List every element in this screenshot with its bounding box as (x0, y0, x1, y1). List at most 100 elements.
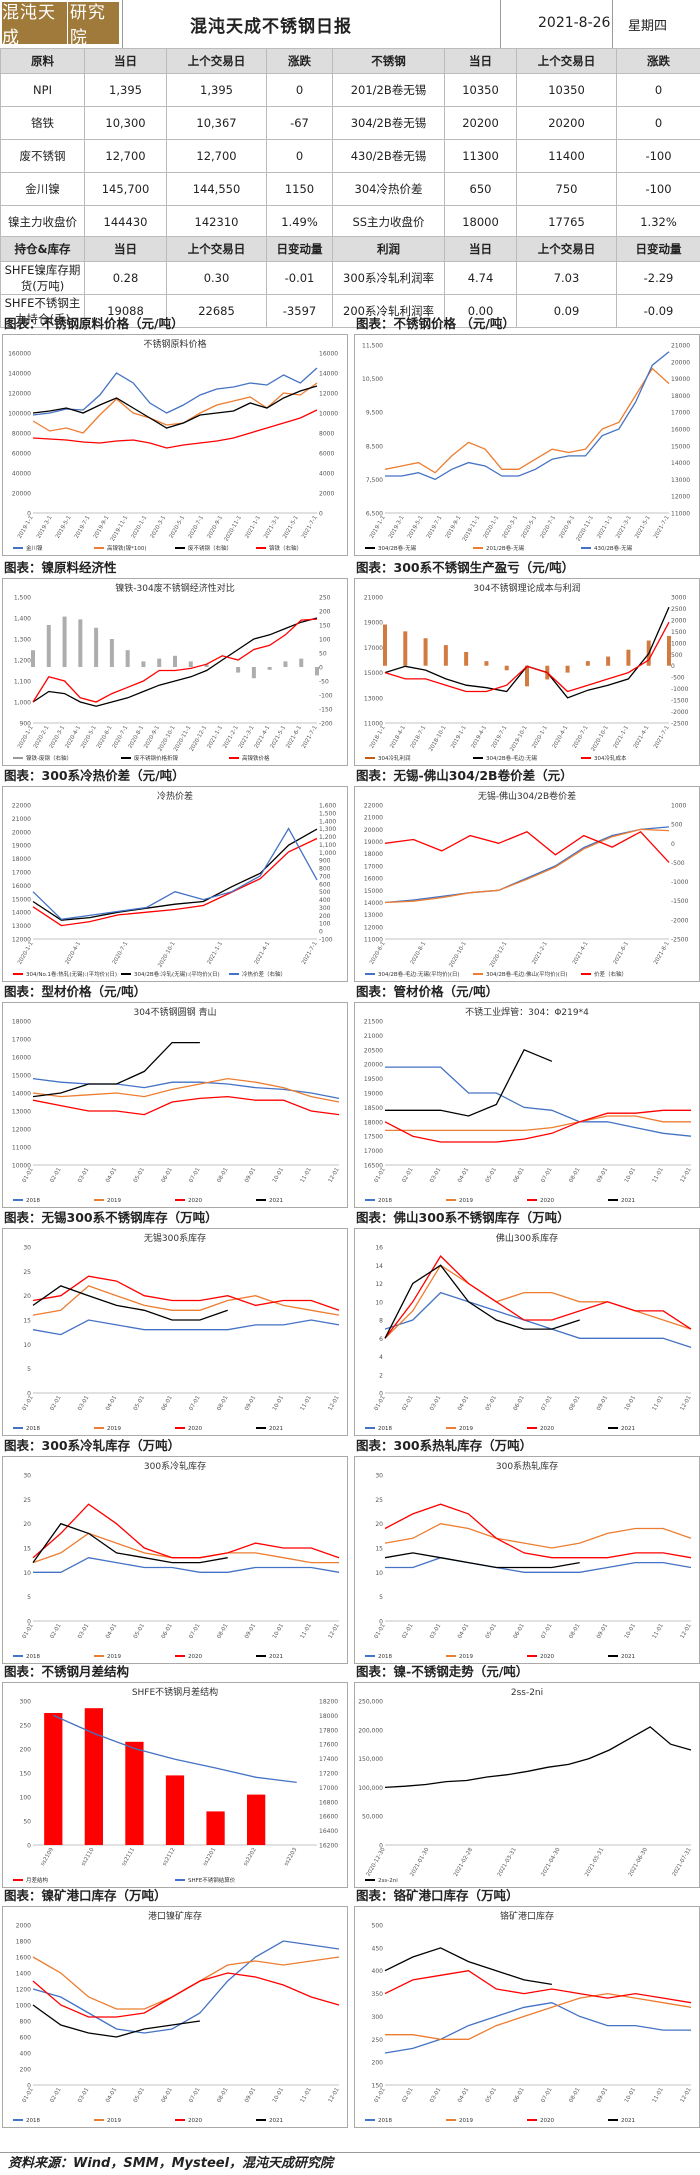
x-tick-label: 2019-7-1 (74, 515, 92, 540)
series-line (385, 1066, 692, 1137)
table-cell: 0.00 (444, 294, 517, 328)
legend-label: 2019 (107, 1426, 121, 1432)
chart-section-title: 图表：300系热轧库存（万吨） (356, 1438, 533, 1453)
y2-tick-label: 250 (319, 595, 331, 602)
x-tick-label: ss2111 (121, 1847, 136, 1867)
table-header: 日变动量 (266, 236, 333, 262)
legend-item: 2020 (527, 1426, 554, 1432)
bar (423, 638, 428, 666)
legend-label: 430/2B卷-无锡 (594, 544, 633, 552)
y-tick-label: 250 (20, 1723, 32, 1730)
x-tick-label: 08-01 (568, 1395, 581, 1412)
y-tick-label: 16000 (12, 883, 31, 890)
chart-title: 铬矿港口库存 (500, 1910, 554, 1922)
legend-label: 304冷轧利润 (378, 754, 411, 762)
y2-tick-label: 11000 (671, 511, 690, 518)
y2-tick-label: 300 (319, 905, 331, 912)
bar (62, 616, 67, 667)
x-tick-label: 01-01 (374, 1167, 387, 1184)
x-tick-label: 02-01 (49, 1167, 62, 1184)
company-logo: 混沌天成 研究院 (2, 0, 120, 49)
y-tick-label: 1600 (16, 1955, 31, 1962)
bar (31, 650, 35, 667)
y2-tick-label: 4000 (319, 471, 334, 478)
x-tick-label: 2021-2-1 (531, 941, 549, 966)
y-tick-label: 6,500 (366, 511, 383, 518)
x-tick-label: 05-01 (485, 1395, 498, 1412)
series-line (32, 382, 318, 434)
legend-item: 废不锈钢（右轴） (175, 544, 232, 552)
table-row: SHFE镍库存期货(万吨) 0.28 0.30 -0.01 300系冷轧利润率 4.74 7… (0, 261, 700, 295)
x-tick-label: 2021-7-1 (301, 725, 319, 750)
y2-tick-label: 16800 (319, 1799, 338, 1806)
y-tick-label: 15000 (12, 1073, 31, 1080)
x-tick-label: ss2203 (283, 1847, 298, 1868)
legend-label: 304/2B卷:冷轧(无锡):(平均价)(日) (134, 970, 220, 978)
x-tick-label: 08-01 (568, 1623, 581, 1640)
legend-item: 2018 (13, 1654, 40, 1660)
x-tick-label: 2021-01-30 (409, 1847, 430, 1878)
bar (283, 661, 288, 667)
bar (585, 661, 590, 666)
x-tick-label: 2021-1-1 (206, 725, 224, 750)
y-tick-label: 200,000 (358, 1727, 383, 1734)
x-tick-label: 2020-1-1 (17, 725, 35, 750)
y2-tick-label: 100 (319, 921, 331, 928)
y-tick-label: 1,300 (14, 637, 31, 644)
table-header: 上个交易日 (516, 236, 617, 262)
x-tick-label: 2021-2-1 (222, 725, 240, 750)
y-tick-label: 13000 (364, 695, 383, 702)
x-tick-label: 2021-5-1 (282, 515, 300, 540)
legend-item: 废不锈钢价格折镍 (121, 754, 179, 762)
y-tick-label: 18000 (12, 1019, 31, 1026)
series-line (385, 1992, 692, 2040)
legend-item: 2021 (256, 1426, 283, 1432)
bar (525, 665, 529, 687)
legend-item: 2019 (94, 1654, 121, 1660)
chart-title: 镍铁-304废不锈钢经济性对比 (115, 582, 234, 594)
legend-label: 月差结构 (26, 1876, 49, 1884)
x-tick-label: 02-01 (401, 1623, 414, 1640)
legend-label: 2020 (540, 1426, 554, 1432)
y-tick-label: 900 (20, 721, 32, 728)
y2-tick-label: -50 (319, 679, 329, 686)
legend-item: 2021 (608, 1654, 635, 1660)
legend-label: 废不锈钢价格折镍 (134, 754, 179, 762)
y2-tick-label: 3000 (671, 595, 686, 602)
chart-7: 304不锈钢圆钢 青山 10000 11000 12000 13000 14000 1500… (2, 1002, 348, 1208)
y2-tick-label: 18000 (671, 393, 690, 400)
y-tick-label: 20000 (364, 827, 383, 834)
y2-tick-label: 2500 (671, 606, 686, 613)
chart-5: 冷热价差 12000 13000 14000 15000 16000 17000 18000 1… (2, 786, 348, 982)
legend-label: 2019 (459, 1426, 473, 1432)
x-tick-label: 08-01 (216, 1395, 229, 1412)
y-tick-label: 400 (20, 2051, 32, 2058)
x-tick-label: 2021-1-1 (612, 725, 630, 750)
table-cell: 145,700 (84, 172, 167, 206)
x-tick-label: 2019-10-1 (509, 725, 528, 753)
legend-label: 2021 (269, 1654, 283, 1660)
x-tick-label: 10-01 (272, 1623, 285, 1640)
x-tick-label: 2020-11-1 (224, 515, 243, 543)
divider (500, 0, 501, 48)
y2-tick-label: 18000 (319, 1713, 338, 1720)
x-tick-label: 2021-06-30 (628, 1847, 649, 1878)
x-tick-label: 10-01 (272, 2087, 285, 2104)
table-cell: NPI (0, 73, 85, 107)
y-tick-label: 4 (379, 1354, 383, 1361)
y-tick-label: 400 (372, 1968, 384, 1975)
y-tick-label: 0 (27, 1619, 31, 1626)
chart-section-title: 图表：300系不锈钢生产盈亏（元/吨） (356, 560, 575, 575)
y2-tick-label: 20000 (671, 359, 690, 366)
legend-label: 2019 (459, 1654, 473, 1660)
table-cell: 19088 (84, 294, 167, 328)
chart-section-title: 图表：镍-不锈钢走势（元/吨） (356, 1664, 529, 1679)
series-line (384, 828, 670, 904)
y-tick-label: 17000 (364, 1148, 383, 1155)
y2-tick-label: 16600 (319, 1814, 338, 1821)
legend-label: 2018 (378, 1654, 392, 1660)
y-tick-label: 250,000 (358, 1699, 383, 1706)
legend-item: 铬铁（右轴） (256, 544, 302, 552)
table-header: 上个交易日 (166, 48, 267, 74)
y-tick-label: 16000 (364, 876, 383, 883)
